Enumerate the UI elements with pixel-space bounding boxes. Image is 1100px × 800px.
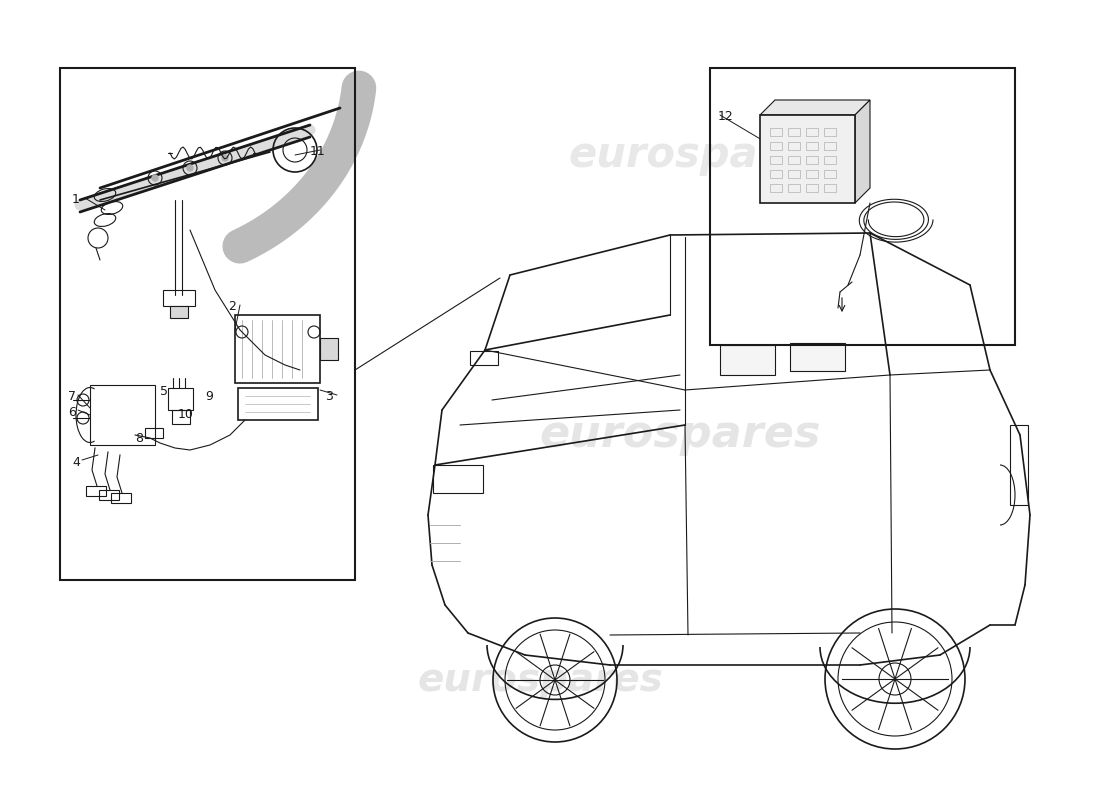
Bar — [760, 115, 855, 203]
Bar — [824, 170, 836, 178]
Bar — [824, 184, 836, 192]
Bar — [320, 338, 338, 360]
Text: 11: 11 — [310, 145, 326, 158]
Text: 7: 7 — [68, 390, 76, 403]
Bar — [168, 388, 192, 410]
Bar — [790, 343, 845, 371]
Bar — [99, 490, 119, 500]
Bar — [145, 428, 163, 438]
Text: 12: 12 — [718, 110, 734, 123]
Bar — [770, 156, 782, 164]
Text: eurospares: eurospares — [569, 134, 832, 176]
Bar — [806, 142, 818, 150]
Circle shape — [222, 155, 228, 161]
Bar — [806, 128, 818, 136]
Text: 5: 5 — [160, 385, 168, 398]
Bar — [170, 306, 188, 318]
Bar — [788, 184, 800, 192]
Bar — [238, 388, 318, 420]
Bar — [806, 170, 818, 178]
Bar — [788, 156, 800, 164]
Bar — [770, 142, 782, 150]
Text: 9: 9 — [205, 390, 213, 403]
Bar — [470, 351, 498, 365]
Bar — [60, 68, 355, 580]
Bar — [1010, 425, 1028, 505]
Bar — [788, 142, 800, 150]
Bar — [824, 128, 836, 136]
Polygon shape — [855, 100, 870, 203]
Bar — [111, 493, 131, 503]
Bar — [720, 345, 775, 375]
Bar — [788, 128, 800, 136]
Text: 8: 8 — [135, 432, 143, 445]
Polygon shape — [760, 100, 870, 115]
Bar — [806, 184, 818, 192]
Bar — [788, 170, 800, 178]
Circle shape — [152, 175, 158, 181]
Text: 4: 4 — [72, 456, 80, 469]
Bar — [172, 410, 190, 424]
Bar — [824, 142, 836, 150]
Text: 1: 1 — [72, 193, 80, 206]
Bar — [770, 184, 782, 192]
Bar — [806, 156, 818, 164]
Bar — [86, 486, 106, 496]
Text: eurospares: eurospares — [539, 414, 821, 457]
Text: 2: 2 — [228, 300, 235, 313]
Text: 10: 10 — [178, 408, 194, 421]
Text: 6: 6 — [68, 406, 76, 419]
Bar — [824, 156, 836, 164]
Bar — [433, 465, 483, 493]
Text: 3: 3 — [324, 390, 333, 403]
Bar — [710, 68, 1015, 345]
Bar — [770, 128, 782, 136]
Bar — [90, 385, 155, 445]
Text: eurospares: eurospares — [417, 661, 663, 699]
Bar — [770, 170, 782, 178]
Bar — [235, 315, 320, 383]
Bar — [163, 290, 195, 306]
Circle shape — [187, 165, 192, 171]
